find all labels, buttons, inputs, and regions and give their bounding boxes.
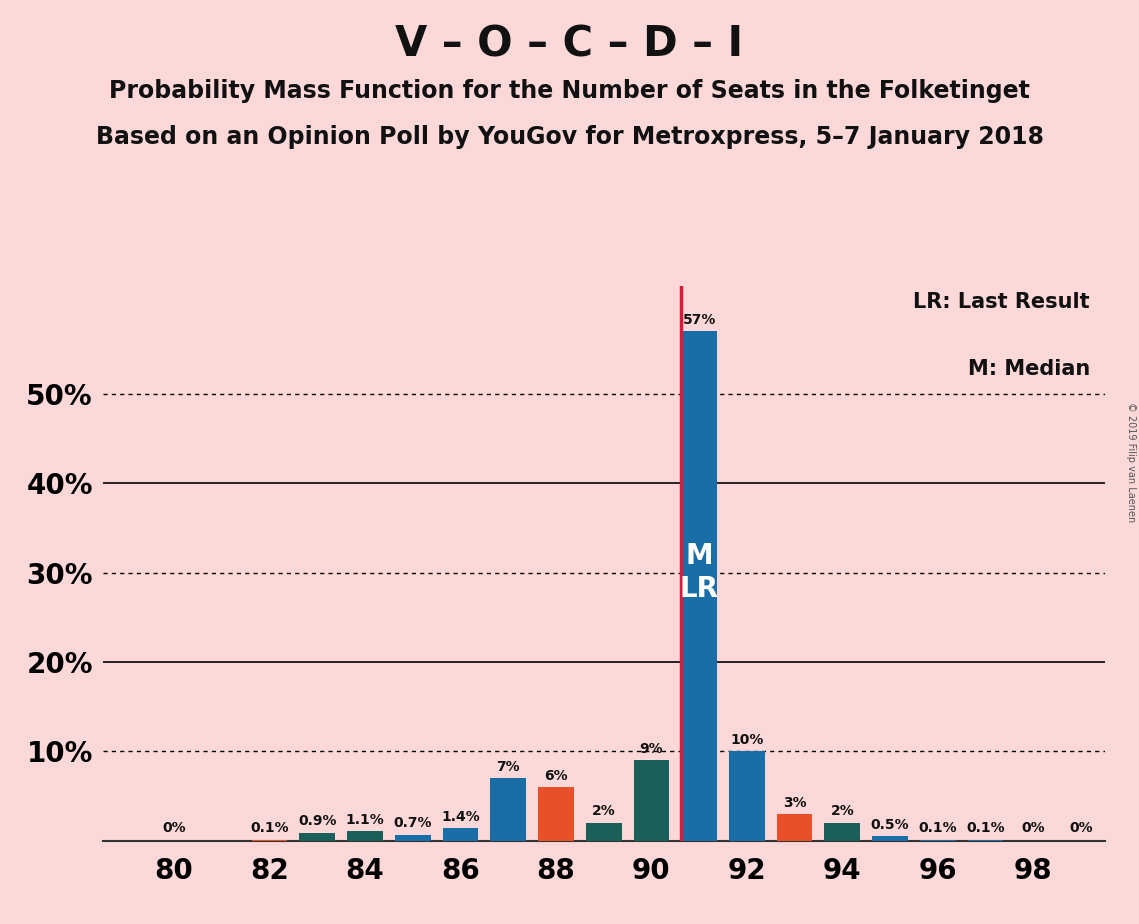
Text: 57%: 57% bbox=[682, 312, 715, 327]
Text: 2%: 2% bbox=[592, 805, 615, 819]
Text: © 2019 Filip van Laenen: © 2019 Filip van Laenen bbox=[1125, 402, 1136, 522]
Text: 7%: 7% bbox=[497, 760, 521, 773]
Text: Probability Mass Function for the Number of Seats in the Folketinget: Probability Mass Function for the Number… bbox=[109, 79, 1030, 103]
Text: 10%: 10% bbox=[730, 733, 763, 747]
Text: 1.1%: 1.1% bbox=[345, 812, 384, 827]
Text: V – O – C – D – I: V – O – C – D – I bbox=[395, 23, 744, 65]
Text: Based on an Opinion Poll by YouGov for Metroxpress, 5–7 January 2018: Based on an Opinion Poll by YouGov for M… bbox=[96, 125, 1043, 149]
Text: 0%: 0% bbox=[162, 821, 186, 835]
Bar bbox=[872, 836, 908, 841]
Text: 0.1%: 0.1% bbox=[966, 821, 1005, 835]
Text: 9%: 9% bbox=[640, 742, 663, 756]
Bar bbox=[395, 834, 431, 841]
Text: 0.1%: 0.1% bbox=[918, 821, 957, 835]
Text: 0.7%: 0.7% bbox=[393, 816, 432, 830]
Bar bbox=[681, 331, 718, 841]
Bar bbox=[585, 823, 622, 841]
Text: 1.4%: 1.4% bbox=[441, 809, 480, 824]
Text: 0.1%: 0.1% bbox=[251, 821, 289, 835]
Bar bbox=[300, 833, 335, 841]
Bar bbox=[777, 814, 812, 841]
Text: 0.9%: 0.9% bbox=[298, 814, 336, 828]
Text: 0%: 0% bbox=[1070, 821, 1092, 835]
Text: 0%: 0% bbox=[1022, 821, 1046, 835]
Bar bbox=[729, 751, 764, 841]
Text: 3%: 3% bbox=[782, 796, 806, 809]
Text: 2%: 2% bbox=[830, 805, 854, 819]
Bar bbox=[347, 831, 383, 841]
Text: LR: Last Result: LR: Last Result bbox=[913, 292, 1090, 312]
Bar bbox=[443, 828, 478, 841]
Bar bbox=[538, 787, 574, 841]
Bar bbox=[633, 760, 670, 841]
Text: 0.5%: 0.5% bbox=[870, 818, 909, 832]
Bar bbox=[825, 823, 860, 841]
Text: M: Median: M: Median bbox=[967, 359, 1090, 379]
Text: M
LR: M LR bbox=[680, 542, 719, 602]
Bar bbox=[490, 778, 526, 841]
Text: 6%: 6% bbox=[544, 769, 567, 783]
